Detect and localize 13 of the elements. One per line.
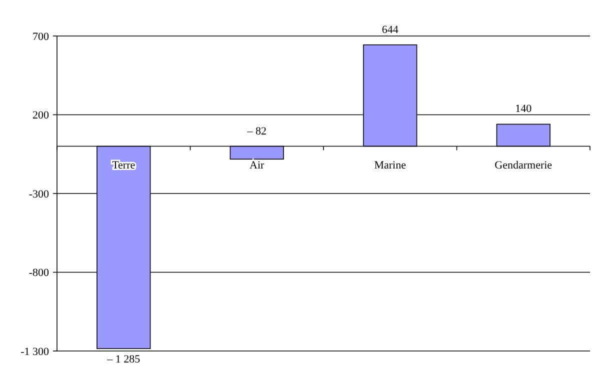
x-tick-label: Gendarmerie <box>494 159 552 172</box>
y-tick-label: -300 <box>28 188 50 200</box>
x-tick-label: Marine <box>374 159 406 172</box>
y-tick-label: 200 <box>32 110 50 122</box>
y-tick-label: -1 300 <box>20 346 50 358</box>
y-tick-label: -800 <box>28 267 50 280</box>
data-label: – 1 285 <box>106 354 141 366</box>
x-tick-label: Terre <box>112 159 136 172</box>
data-label: 644 <box>382 24 399 36</box>
data-label: – 82 <box>246 125 266 138</box>
y-tick-label: 700 <box>32 30 50 43</box>
x-tick-label: Air <box>250 159 265 172</box>
data-label: 140 <box>515 103 532 116</box>
